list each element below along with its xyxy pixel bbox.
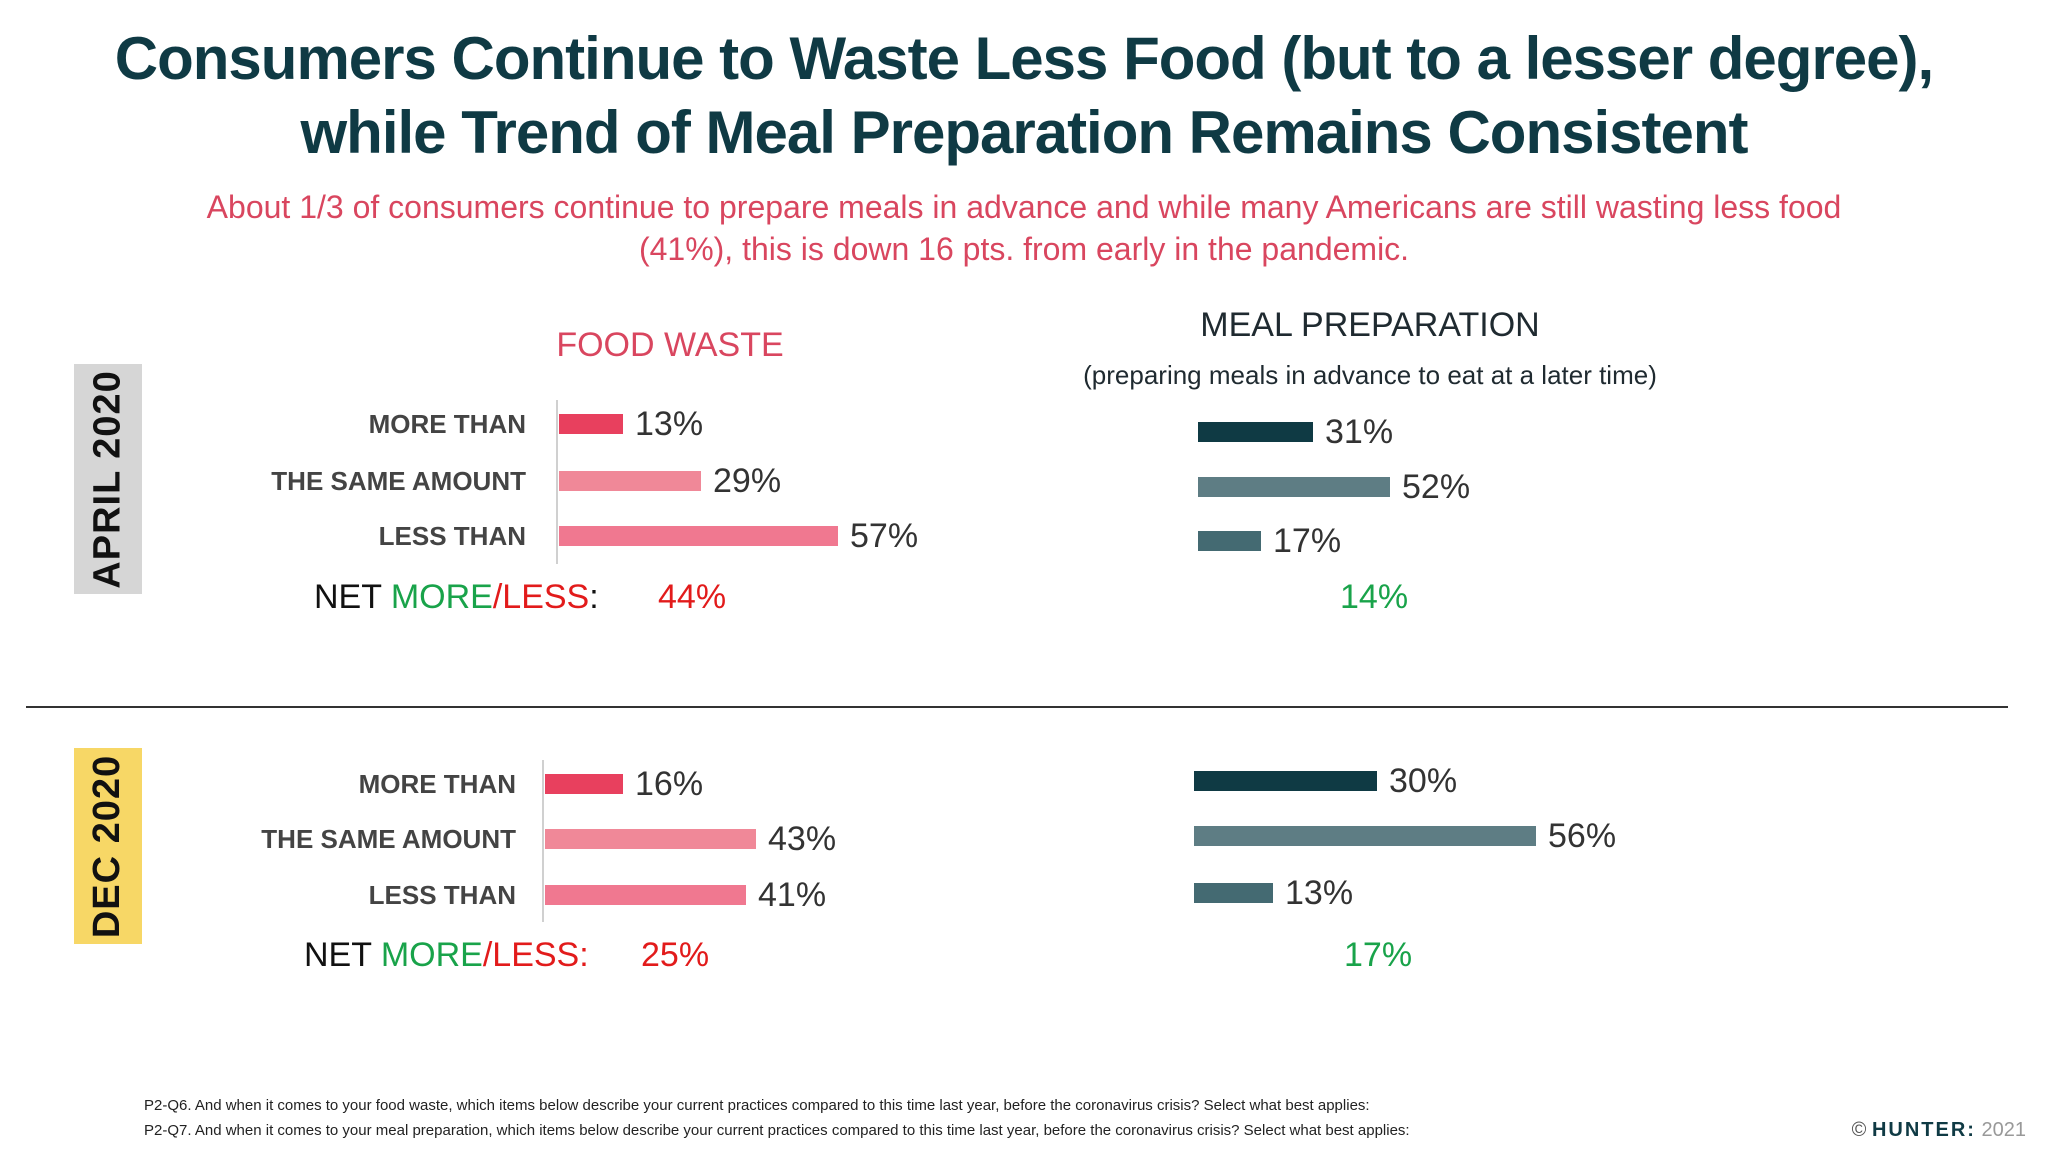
food-waste-dec-value-same-amount: 43%: [768, 820, 837, 858]
period-label-dec-2020: DEC 2020: [86, 754, 129, 938]
subtitle-line-1: About 1/3 of consumers continue to prepa…: [206, 189, 1842, 225]
food-waste-dec-label-more-than: MORE THAN: [358, 769, 516, 799]
meal-prep-april-value-less-than: 17%: [1273, 522, 1342, 560]
subtitle-line-2: (41%), this is down 16 pts. from early i…: [638, 231, 1410, 267]
section-divider: [26, 706, 2008, 708]
meal-prep-april-value-more-than: 31%: [1325, 413, 1394, 451]
food-waste-april-label-more-than: MORE THAN: [368, 409, 526, 439]
meal-prep-april-bar-less-than: [1198, 531, 1261, 551]
meal-prep-dec-bar-less-than: [1194, 883, 1273, 903]
hunter-logo: HUNTER:: [1871, 1119, 1976, 1141]
food-waste-april-label-same-amount: THE SAME AMOUNT: [271, 466, 526, 496]
meal-prep-dec-bar-same-amount: [1194, 826, 1536, 846]
meal-prep-april-bar-more-than: [1198, 422, 1313, 442]
food-waste-april-value-more-than: 13%: [635, 405, 704, 443]
food-waste-dec-label-same-amount: THE SAME AMOUNT: [261, 824, 516, 854]
title-line-2: while Trend of Meal Preparation Remains …: [300, 99, 1749, 166]
meal-prep-april-value-same-amount: 52%: [1402, 468, 1471, 506]
period-label-april-2020: APRIL 2020: [86, 369, 129, 589]
food-waste-april-net-value: 44%: [658, 578, 727, 616]
net-more-word-dec: MORE: [380, 936, 483, 974]
slide-subtitle: About 1/3 of consumers continue to prepa…: [200, 186, 1848, 270]
meal-prep-dec-value-same-amount: 56%: [1548, 817, 1617, 855]
meal-prep-dec-value-less-than: 13%: [1285, 874, 1354, 912]
copyright-symbol: ©: [1851, 1119, 1867, 1141]
food-waste-april-bar-same-amount: [559, 471, 701, 491]
period-tab-april-2020: APRIL 2020: [74, 364, 142, 594]
meal-prep-april-net-value: 14%: [1340, 578, 1409, 616]
net-colon-dec: :: [579, 936, 589, 974]
net-less-word-april: LESS: [502, 578, 590, 616]
food-waste-dec-value-less-than: 41%: [758, 876, 827, 914]
food-waste-april-bar-less-than: [559, 526, 838, 546]
title-line-1: Consumers Continue to Waste Less Food (b…: [114, 25, 1934, 92]
meal-prep-heading: MEAL PREPARATION: [1200, 306, 1540, 344]
food-waste-dec-axis: [542, 760, 544, 922]
net-prefix-april: NET: [314, 578, 391, 616]
copyright-year: 2021: [1981, 1119, 2027, 1141]
food-waste-april-bar-more-than: [559, 414, 623, 434]
net-more-word-april: MORE: [390, 578, 493, 616]
food-waste-heading: FOOD WASTE: [556, 326, 784, 364]
footnote-q6: P2-Q6. And when it comes to your food wa…: [144, 1097, 1370, 1114]
food-waste-april-axis: [556, 400, 558, 564]
meal-prep-april-bar-same-amount: [1198, 477, 1390, 497]
meal-prep-dec-value-more-than: 30%: [1389, 762, 1458, 800]
food-waste-dec-value-more-than: 16%: [635, 765, 704, 803]
food-waste-dec-bar-same-amount: [545, 829, 756, 849]
food-waste-dec-label-less-than: LESS THAN: [368, 880, 516, 910]
net-label-dec: NET MORE/LESS:: [304, 935, 589, 975]
meal-prep-dec-net-value: 17%: [1344, 936, 1413, 974]
food-waste-dec-net-value: 25%: [641, 936, 710, 974]
meal-prep-dec-bar-more-than: [1194, 771, 1377, 791]
net-slash-dec: /: [482, 936, 493, 974]
footnote-q7: P2-Q7. And when it comes to your meal pr…: [144, 1122, 1410, 1139]
net-less-word-dec: LESS: [492, 936, 580, 974]
food-waste-dec-bar-less-than: [545, 885, 746, 905]
period-tab-dec-2020: DEC 2020: [74, 748, 142, 944]
food-waste-april-value-same-amount: 29%: [713, 462, 782, 500]
net-slash-april: /: [492, 578, 503, 616]
food-waste-april-label-less-than: LESS THAN: [378, 521, 526, 551]
copyright: © HUNTER: 2021: [1852, 1119, 2026, 1142]
meal-prep-subheading: (preparing meals in advance to eat at a …: [1083, 360, 1657, 390]
food-waste-april-value-less-than: 57%: [850, 517, 919, 555]
food-waste-dec-bar-more-than: [545, 774, 623, 794]
net-label-april: NET MORE/LESS:: [314, 577, 599, 617]
slide-title: Consumers Continue to Waste Less Food (b…: [0, 22, 2048, 170]
net-prefix-dec: NET: [304, 936, 381, 974]
net-colon-april: :: [589, 578, 599, 616]
